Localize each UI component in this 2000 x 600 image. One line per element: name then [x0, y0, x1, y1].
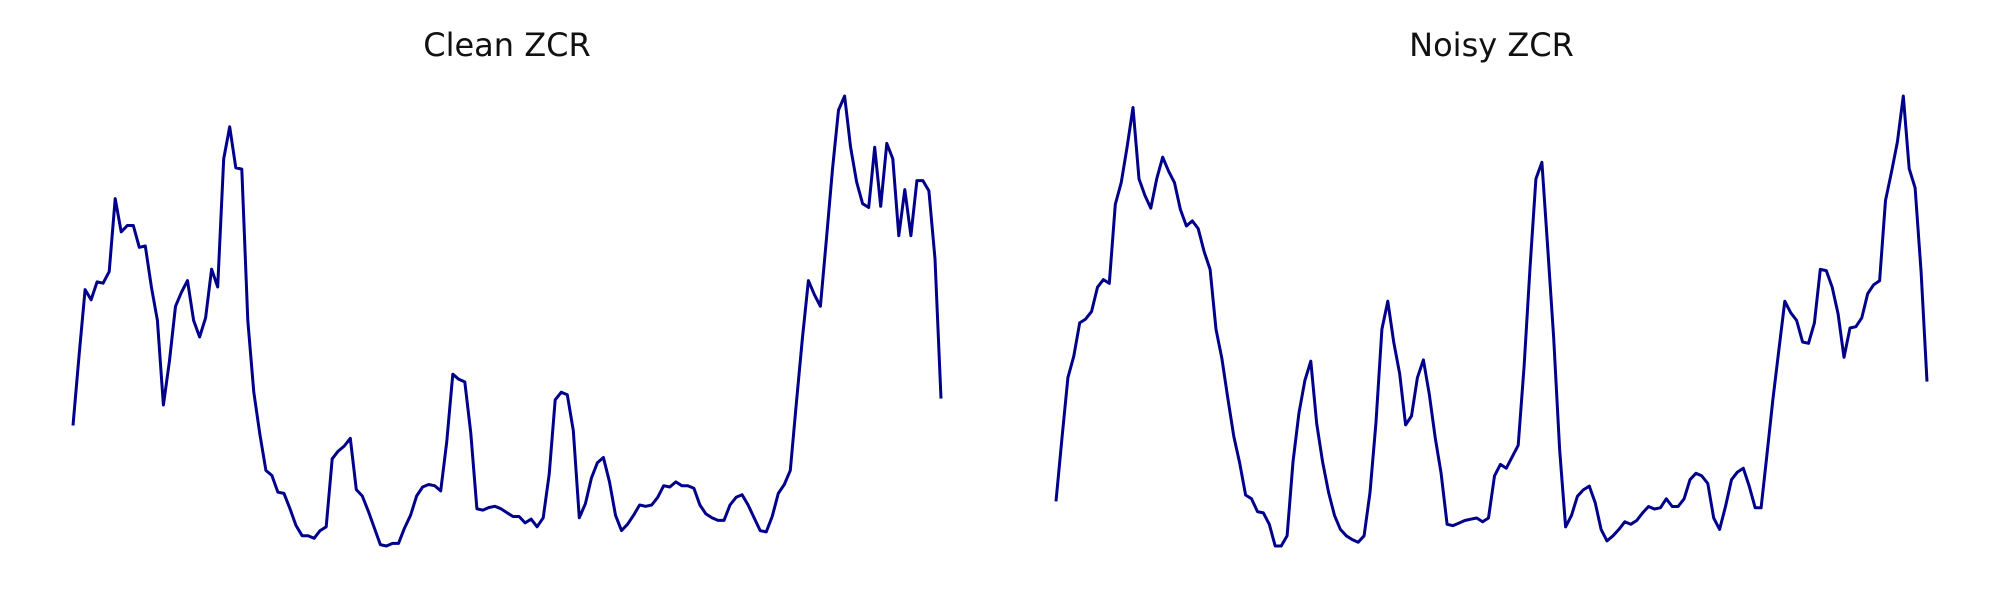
chart-title: Clean ZCR	[423, 26, 590, 64]
line	[1054, 94, 1929, 548]
line	[71, 94, 943, 548]
chart-title: Noisy ZCR	[1409, 26, 1574, 64]
